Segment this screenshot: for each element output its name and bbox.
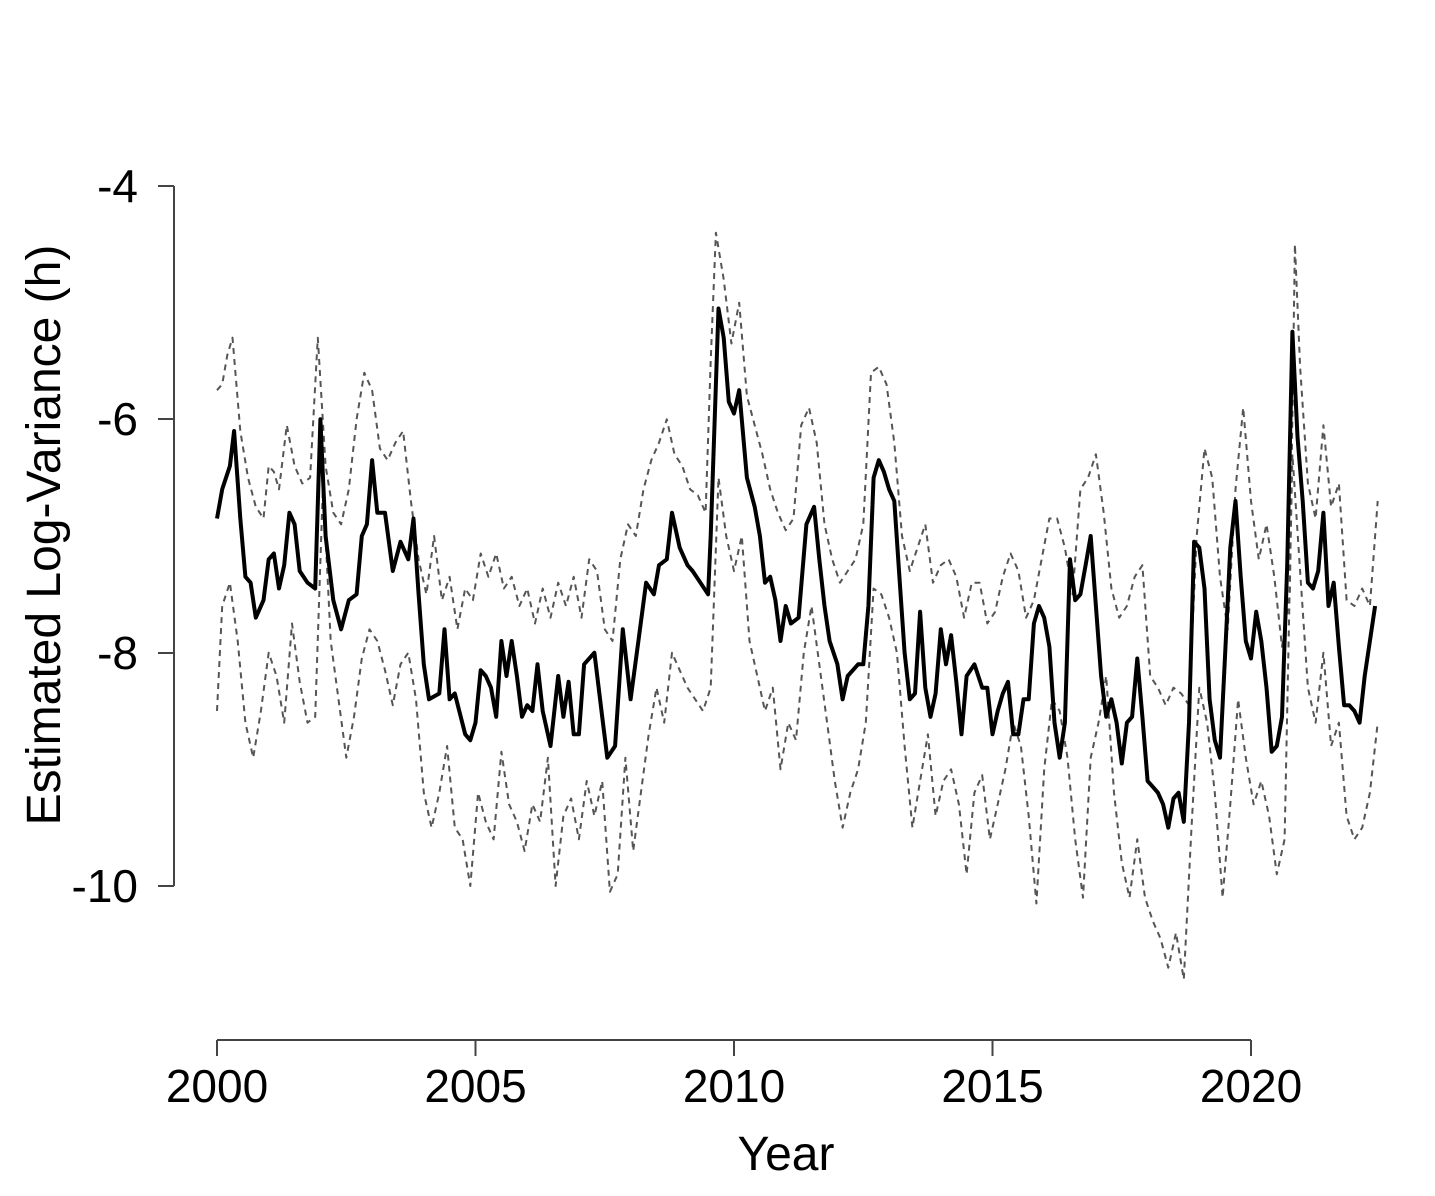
x-tick-label: 2020 [1200, 1060, 1302, 1112]
plot-series [215, 231, 1379, 981]
y-tick-label: -4 [97, 160, 138, 212]
x-tick-label: 2005 [424, 1060, 526, 1112]
x-tick-label: 2015 [941, 1060, 1043, 1112]
x-tick-label: 2010 [683, 1060, 785, 1112]
y-axis: -4 -6 -8 -10 [72, 160, 175, 912]
y-tick-label: -8 [97, 627, 138, 679]
estimate-line-solid [215, 306, 1378, 830]
y-tick-label: -6 [97, 393, 138, 445]
interval-line-dashed [216, 231, 1379, 707]
y-tick-label: -10 [72, 860, 138, 912]
y-axis-title: Estimated Log-Variance (h) [18, 245, 71, 826]
x-axis: 2000 2005 2010 2015 2020 [166, 1039, 1302, 1112]
x-axis-title: Year [738, 1128, 835, 1181]
interval-line-dashed [216, 453, 1379, 981]
x-tick-label: 2000 [166, 1060, 268, 1112]
